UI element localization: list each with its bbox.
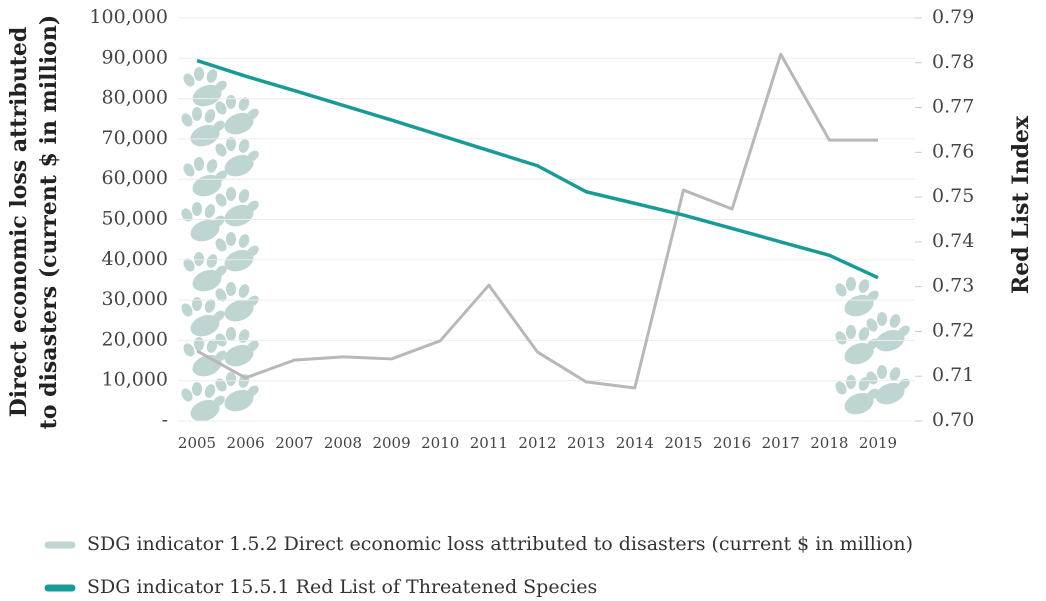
y2-tick-label: 0.78 [932,51,974,73]
y2-tick-label: 0.71 [932,364,974,386]
x-tick-label: 2010 [421,434,459,452]
x-tick-label: 2015 [664,434,702,452]
x-tick-label: 2018 [810,434,848,452]
y-tick-label: 70,000 [102,127,168,149]
y-tick-label: 40,000 [102,248,168,270]
y2-tick-label: 0.77 [932,96,974,118]
legend-label: SDG indicator 15.5.1 Red List of Threate… [87,576,597,598]
y-tick-label: 20,000 [102,328,168,350]
y2-axis-title: Red List Index [1008,115,1034,294]
y-tick-label: - [162,409,168,431]
x-tick-label: 2017 [762,434,800,452]
y-tick-label: 10,000 [102,369,168,391]
y-tick-label: 60,000 [102,167,168,189]
x-tick-label: 2012 [518,434,556,452]
x-tick-label: 2008 [324,434,362,452]
y-tick-label: 90,000 [102,46,168,68]
y2-tick-label: 0.72 [932,319,974,341]
x-tick-label: 2005 [178,434,216,452]
y-tick-label: 30,000 [102,288,168,310]
legend-label: SDG indicator 1.5.2 Direct economic loss… [87,533,913,555]
y-tick-label: 100,000 [89,6,168,28]
y2-tick-label: 0.73 [932,275,974,297]
x-tick-label: 2006 [227,434,265,452]
y-tick-label: 50,000 [102,208,168,230]
series-line [196,58,879,280]
x-tick-label: 2016 [713,434,751,452]
x-tick-label: 2019 [859,434,897,452]
series-line [196,52,878,390]
x-tick-label: 2011 [470,434,508,452]
y2-tick-label: 0.79 [932,6,974,28]
y-tick-label: 80,000 [102,87,168,109]
y2-tick-label: 0.70 [932,409,974,431]
y-axis-title: to disasters (current $ in million) [36,15,62,430]
y2-tick-label: 0.76 [932,140,974,162]
y2-tick-label: 0.75 [932,185,974,207]
y-axis-title: Direct economic loss attributed [6,27,32,418]
x-tick-label: 2014 [616,434,654,452]
x-tick-label: 2007 [275,434,313,452]
x-tick-label: 2009 [372,434,410,452]
x-tick-label: 2013 [567,434,605,452]
y2-tick-label: 0.74 [932,230,974,252]
